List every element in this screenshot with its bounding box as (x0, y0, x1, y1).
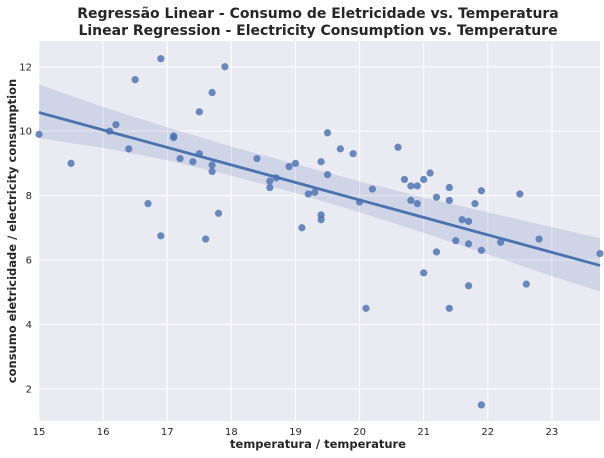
x-tick-label: 19 (289, 427, 302, 438)
chart-title: Regressão Linear - Consumo de Eletricida… (77, 6, 559, 22)
x-tick-label: 23 (546, 427, 559, 438)
data-point (317, 216, 325, 224)
data-point (477, 187, 485, 195)
data-point (464, 240, 473, 248)
regression-line-group (38, 111, 601, 267)
data-point (394, 143, 402, 151)
data-point (458, 216, 466, 224)
data-point (272, 174, 280, 182)
data-point (464, 217, 473, 225)
data-point (170, 132, 178, 140)
data-point (432, 193, 441, 201)
data-point (477, 401, 485, 409)
chart-subtitle: Linear Regression - Electricity Consumpt… (78, 23, 557, 39)
data-point (189, 158, 197, 166)
data-point (266, 183, 274, 192)
x-tick-label: 16 (97, 427, 110, 438)
data-point (298, 224, 306, 232)
x-tick-label: 17 (161, 427, 174, 438)
x-tick-label: 22 (481, 427, 494, 438)
grid (38, 41, 600, 421)
data-point (266, 177, 274, 185)
data-point (208, 161, 216, 169)
x-tick-label: 18 (225, 427, 238, 438)
data-point (497, 238, 505, 246)
data-point (445, 183, 453, 192)
regression-line (38, 111, 601, 267)
data-point (596, 249, 604, 258)
scatter-points (35, 55, 604, 409)
data-point (144, 200, 152, 208)
x-tick-label: 20 (353, 427, 366, 438)
data-point (413, 200, 421, 208)
y-tick-label: 2 (26, 384, 32, 395)
data-point (445, 304, 453, 312)
data-point (291, 159, 300, 167)
data-point (477, 246, 485, 254)
data-point (253, 154, 261, 163)
data-point (445, 196, 453, 205)
data-point (464, 282, 473, 290)
data-point (202, 235, 210, 243)
data-point (157, 232, 165, 240)
x-tick-label: 21 (417, 427, 430, 438)
data-point (323, 129, 332, 137)
x-tick-label: 15 (33, 427, 46, 438)
plot-area (39, 41, 600, 421)
y-tick-label: 6 (26, 255, 32, 266)
y-tick-label: 12 (19, 62, 32, 73)
data-point (311, 188, 319, 196)
data-point (349, 150, 357, 158)
data-point (452, 237, 460, 245)
data-point (426, 169, 434, 177)
data-point (112, 121, 120, 129)
data-point (420, 269, 428, 277)
data-point (407, 196, 415, 205)
data-point (67, 159, 75, 167)
data-point (355, 198, 364, 206)
data-point (214, 209, 223, 217)
data-point (362, 304, 370, 312)
y-tick-label: 4 (26, 320, 32, 331)
data-point (285, 162, 293, 171)
data-point (317, 158, 325, 166)
data-point (522, 280, 530, 288)
data-point (208, 88, 216, 97)
data-point (368, 185, 376, 193)
data-point (471, 200, 479, 208)
data-point (400, 175, 409, 184)
data-point (432, 248, 441, 256)
data-point (131, 76, 139, 84)
data-point (420, 175, 428, 184)
data-point (157, 55, 165, 63)
y-tick-label: 8 (26, 191, 32, 202)
data-point (221, 63, 229, 71)
data-point (125, 145, 133, 153)
data-point (304, 190, 312, 198)
data-point (516, 190, 524, 198)
data-point (105, 127, 114, 135)
y-tick-label: 10 (19, 127, 32, 138)
data-point (413, 182, 421, 190)
data-point (323, 171, 332, 179)
data-point (35, 130, 43, 138)
data-point (336, 145, 344, 153)
x-axis-label: temperatura / temperature (230, 437, 406, 451)
data-point (407, 182, 415, 190)
data-point (195, 108, 203, 116)
data-point (176, 154, 184, 163)
data-point (535, 235, 543, 243)
data-point (208, 167, 216, 176)
data-point (195, 150, 203, 158)
y-axis-label: consumo eletricidade / electricity consu… (5, 79, 19, 383)
